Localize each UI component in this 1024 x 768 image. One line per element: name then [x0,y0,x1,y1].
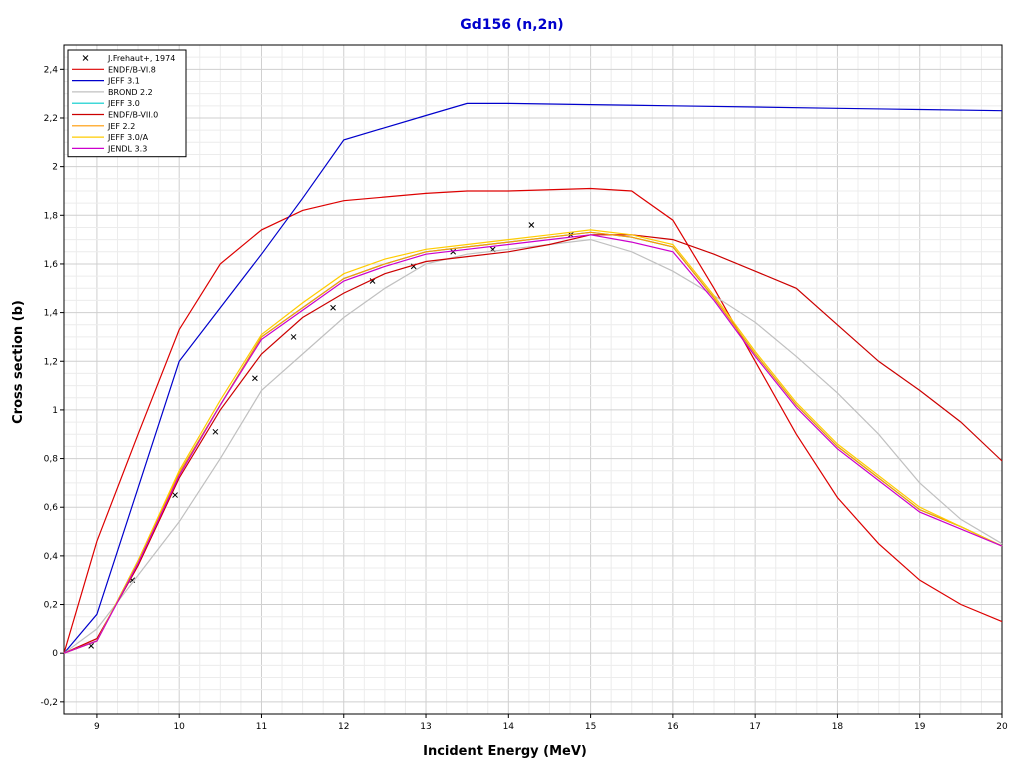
series-layer [63,102,1003,654]
y-tick-label: -0,2 [40,698,58,708]
legend-label: JEFF 3.0 [107,99,140,108]
legend-item: JEFF 3.1 [72,77,140,86]
x-tick-label: 11 [256,722,267,732]
legend-label: JEFF 3.0/A [107,133,149,142]
data-point [330,304,336,311]
x-tick-label: 9 [94,722,100,732]
y-tick-label: 0,4 [44,552,59,562]
series-line-jendl-3-3 [63,234,1003,654]
data-point [290,334,297,340]
x-tick-label: 18 [832,722,844,732]
x-tick-label: 15 [585,722,596,732]
legend-label: ENDF/B-VII.0 [108,111,158,120]
x-axis-title: Incident Energy (MeV) [423,744,587,759]
y-tick-label: 1 [52,406,58,416]
legend-item: JEF 2.2 [72,122,135,131]
x-tick-label: 16 [667,722,679,732]
data-point [252,375,258,382]
axis-ticks: 9 10 11 12 13 14 15 16 17 18 19 20-0,200,20,40,60,8… [40,65,1008,732]
legend-item: BROND 2.2 [72,88,153,97]
y-tick-label: 0,8 [44,455,59,465]
x-tick-label: 14 [503,722,515,732]
plot-frame [63,44,1003,715]
y-tick-label: 1,6 [44,260,59,270]
legend-item: ENDF/B-VI.8 [72,65,156,74]
grid [64,44,1003,715]
y-tick-label: 1,4 [44,309,59,319]
y-tick-label: 2,2 [44,114,58,124]
y-tick-label: 0,2 [44,601,58,611]
legend-marker [82,55,89,61]
legend-label: ENDF/B-VI.8 [108,65,156,74]
legend-item: JEFF 3.0/A [72,133,149,142]
x-tick-label: 20 [996,722,1008,732]
data-point [172,492,178,498]
y-tick-label: 2,4 [44,65,59,75]
y-tick-label: 0 [52,649,58,659]
legend-item: JENDL 3.3 [72,144,147,153]
series-line-jeff-3-1 [63,102,1003,654]
y-tick-label: 0,6 [44,503,59,513]
chart-title: Gd156 (n,2n) [460,17,563,33]
data-point [212,428,219,435]
y-tick-label: 1,2 [44,357,58,367]
x-tick-label: 10 [173,722,185,732]
series-j-frehaut-1974 [88,222,574,649]
x-tick-label: 17 [749,722,760,732]
x-tick-label: 12 [338,722,349,732]
legend: J.Frehaut+, 1974 ENDF/B-VI.8 JEFF 3.1 BROND… [67,49,187,158]
series-line-brond-2-2 [63,238,1003,654]
legend-label: J.Frehaut+, 1974 [107,54,175,63]
legend-item: J.Frehaut+, 1974 [82,54,175,63]
series-line-jeff-3-0-a [63,229,1003,654]
x-tick-label: 13 [420,722,431,732]
y-tick-label: 2 [52,163,58,173]
x-tick-label: 19 [914,722,926,732]
y-tick-label: 1,8 [44,211,59,221]
legend-label: JENDL 3.3 [107,144,147,153]
series-line-endf-b-vi-8 [63,187,1003,654]
legend-item: ENDF/B-VII.0 [72,111,158,120]
legend-label: JEFF 3.1 [107,77,140,86]
legend-item: JEFF 3.0 [72,99,140,108]
y-axis-title: Cross section (b) [11,300,26,424]
legend-label: JEF 2.2 [107,122,135,131]
legend-label: BROND 2.2 [108,88,153,97]
series-line-endf-b-vii-0 [63,234,1003,654]
data-point [450,248,457,255]
data-point [528,222,535,228]
